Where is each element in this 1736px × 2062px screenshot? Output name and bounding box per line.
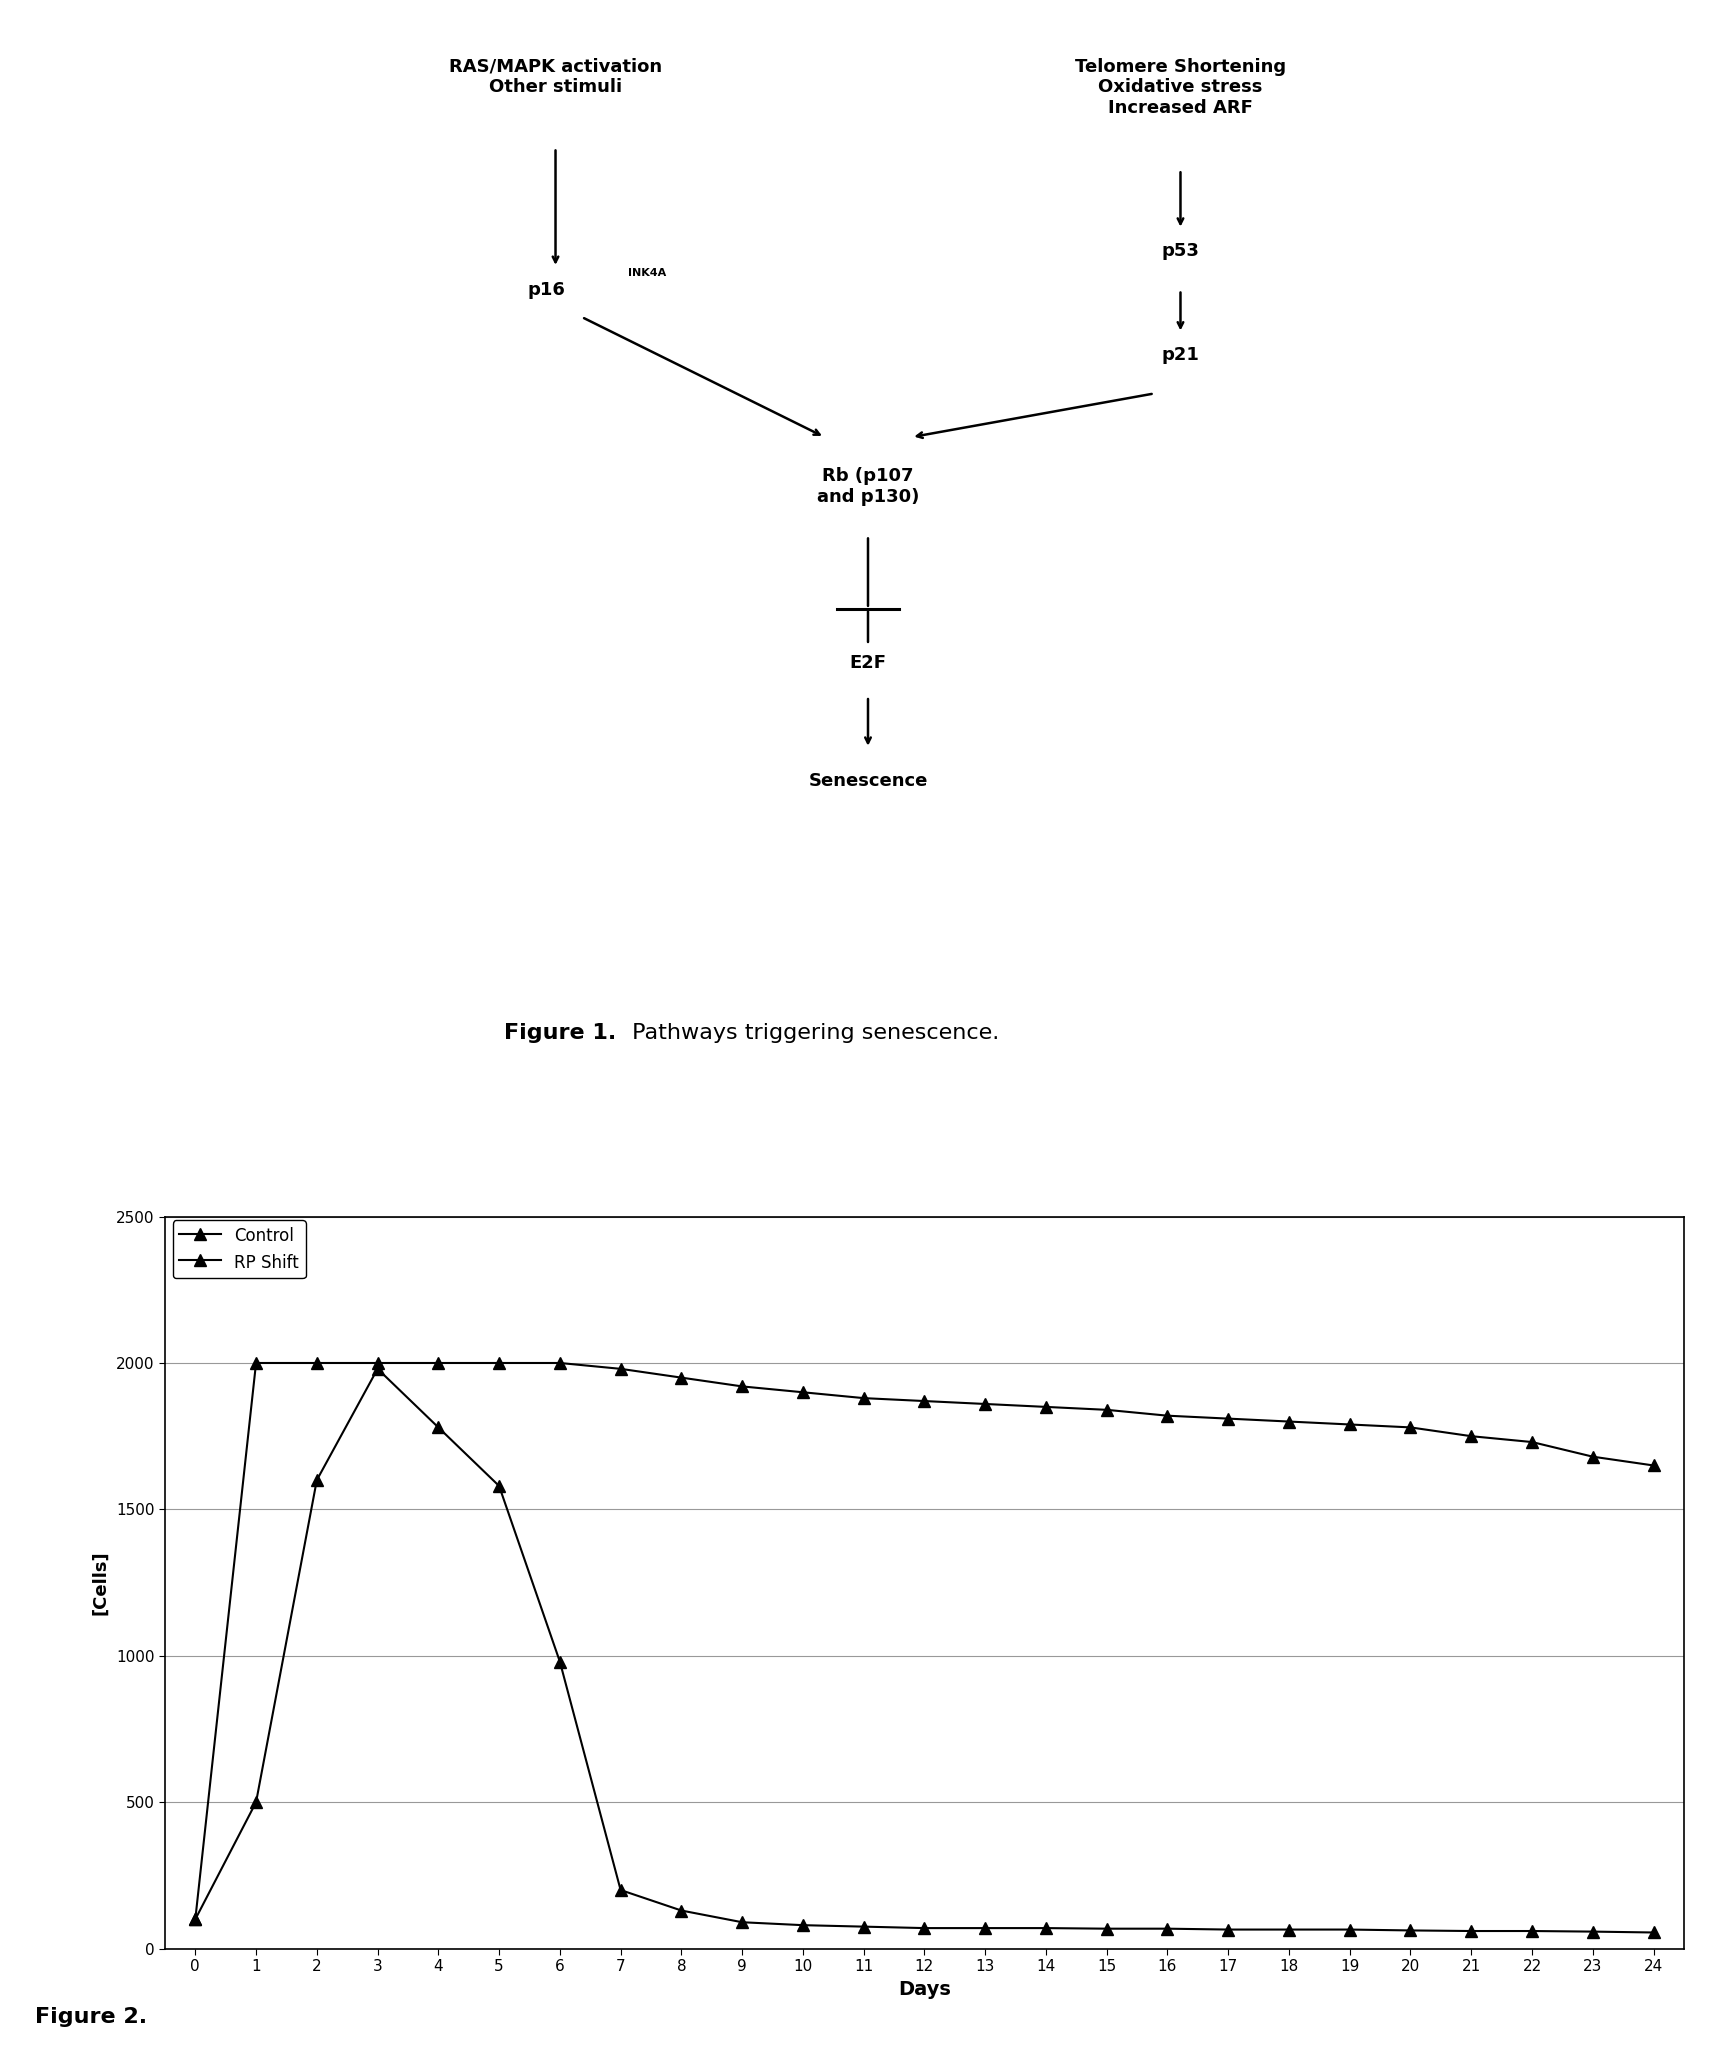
Text: Senescence: Senescence	[809, 773, 927, 790]
Control	[306, 1351, 326, 1375]
RP Shift	[852, 1914, 873, 1938]
RP Shift	[1156, 1916, 1177, 1940]
RP Shift	[184, 1907, 207, 1932]
Control	[1338, 1412, 1359, 1437]
Control	[670, 1365, 691, 1390]
Control	[1217, 1406, 1238, 1431]
Text: E2F: E2F	[849, 654, 887, 672]
Control	[1460, 1423, 1481, 1448]
Text: p53: p53	[1161, 243, 1200, 260]
Control	[1278, 1408, 1299, 1433]
Text: RAS/MAPK activation
Other stimuli: RAS/MAPK activation Other stimuli	[450, 58, 661, 97]
Control	[913, 1388, 934, 1412]
RP Shift	[1278, 1918, 1299, 1942]
RP Shift	[670, 1899, 691, 1924]
Control	[247, 1351, 267, 1375]
Control	[1521, 1429, 1542, 1454]
Text: Telomere Shortening
Oxidative stress
Increased ARF: Telomere Shortening Oxidative stress Inc…	[1075, 58, 1286, 118]
Control	[1581, 1443, 1602, 1468]
Control	[609, 1357, 630, 1382]
Text: Rb (p107
and p130): Rb (p107 and p130)	[818, 466, 918, 505]
RP Shift	[1521, 1918, 1542, 1942]
Control	[731, 1373, 752, 1398]
Control	[1642, 1454, 1663, 1478]
RP Shift	[974, 1916, 995, 1940]
RP Shift	[490, 1474, 510, 1499]
RP Shift	[1399, 1918, 1420, 1942]
Line: RP Shift: RP Shift	[189, 1363, 1660, 1938]
Text: p16: p16	[528, 280, 566, 299]
RP Shift	[913, 1916, 934, 1940]
RP Shift	[731, 1909, 752, 1934]
Control	[852, 1386, 873, 1410]
Control	[1035, 1394, 1055, 1419]
RP Shift	[306, 1468, 326, 1493]
Control	[1156, 1404, 1177, 1429]
Text: Pathways triggering senescence.: Pathways triggering senescence.	[625, 1023, 1000, 1043]
RP Shift	[609, 1878, 630, 1903]
Control	[1399, 1415, 1420, 1439]
RP Shift	[1581, 1920, 1602, 1944]
Text: p21: p21	[1161, 346, 1200, 365]
Control	[1095, 1398, 1116, 1423]
RP Shift	[549, 1650, 569, 1674]
Text: Figure 2.: Figure 2.	[35, 2006, 148, 2027]
RP Shift	[792, 1914, 812, 1938]
RP Shift	[1460, 1918, 1481, 1942]
RP Shift	[1095, 1916, 1116, 1940]
X-axis label: Days: Days	[898, 1980, 951, 1998]
Control	[184, 1907, 207, 1932]
Y-axis label: [Cells]: [Cells]	[90, 1551, 109, 1615]
RP Shift	[368, 1357, 389, 1382]
RP Shift	[247, 1790, 267, 1815]
RP Shift	[1338, 1918, 1359, 1942]
Line: Control: Control	[189, 1357, 1660, 1926]
Text: INK4A: INK4A	[628, 268, 667, 278]
Control	[368, 1351, 389, 1375]
Legend: Control, RP Shift: Control, RP Shift	[172, 1221, 306, 1278]
Control	[427, 1351, 448, 1375]
RP Shift	[427, 1415, 448, 1439]
RP Shift	[1642, 1920, 1663, 1944]
Control	[792, 1379, 812, 1404]
RP Shift	[1035, 1916, 1055, 1940]
Text: Figure 1.: Figure 1.	[503, 1023, 616, 1043]
RP Shift	[1217, 1918, 1238, 1942]
Control	[974, 1392, 995, 1417]
Control	[490, 1351, 510, 1375]
Control	[549, 1351, 569, 1375]
